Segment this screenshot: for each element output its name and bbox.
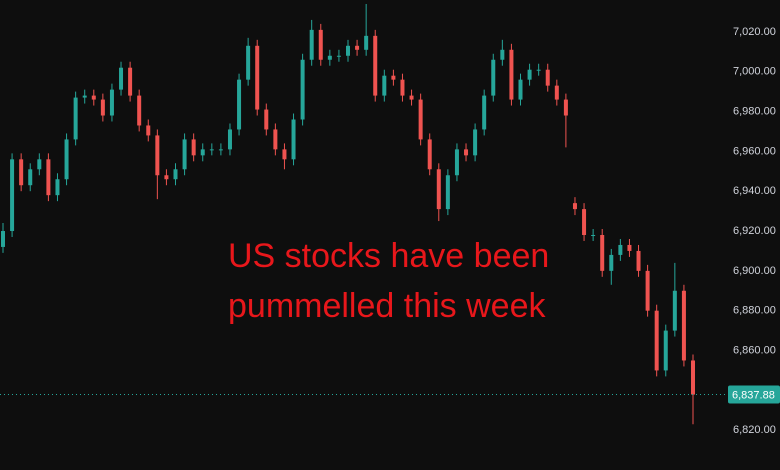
- candle-body: [473, 129, 478, 156]
- candle-body: [636, 250, 641, 271]
- candle-body: [672, 290, 677, 331]
- candle-body: [327, 55, 332, 60]
- candle-body: [409, 95, 414, 100]
- candle-body: [1, 231, 5, 247]
- candle-body: [246, 45, 251, 80]
- candle-body: [155, 135, 160, 176]
- candle-body: [527, 69, 532, 80]
- candle-body: [654, 310, 659, 371]
- candle-body: [554, 85, 559, 100]
- candle-body: [46, 159, 51, 196]
- candle-body: [454, 149, 459, 176]
- candle-body: [355, 45, 360, 50]
- candle-body: [255, 45, 260, 110]
- candle-body: [309, 29, 314, 60]
- y-tick-label: 7,020.00: [733, 26, 776, 38]
- candle-body: [518, 79, 523, 100]
- candle-body: [109, 89, 114, 116]
- candle-body: [364, 35, 369, 50]
- y-tick-label: 6,980.00: [733, 105, 776, 117]
- candle-body: [400, 79, 405, 96]
- candle-body: [600, 235, 605, 271]
- y-tick-label: 6,820.00: [733, 424, 776, 436]
- y-tick-label: 6,900.00: [733, 265, 776, 277]
- y-tick-label: 6,920.00: [733, 225, 776, 237]
- candle-body: [100, 99, 105, 116]
- candle-body: [182, 139, 187, 170]
- candle-body: [464, 149, 469, 156]
- candle-body: [563, 99, 568, 116]
- candle-body: [209, 149, 214, 151]
- candle-body: [146, 125, 151, 136]
- candle-body: [681, 290, 686, 361]
- candle-body: [445, 175, 450, 210]
- candle-body: [82, 95, 87, 98]
- candle-body: [91, 95, 96, 100]
- candle-body: [10, 159, 15, 232]
- last-price-label: 6,837.88: [732, 389, 775, 401]
- candle-body: [418, 99, 423, 140]
- candle-body: [218, 149, 223, 151]
- candle-body: [273, 129, 278, 150]
- candle-body: [582, 209, 587, 235]
- candle-body: [318, 29, 323, 60]
- candle-body: [436, 169, 441, 210]
- candle-body: [28, 169, 33, 186]
- candle-body: [482, 95, 487, 130]
- candle-body: [572, 203, 577, 210]
- candle-body: [164, 175, 169, 180]
- candle-body: [19, 159, 24, 186]
- candle-body: [119, 67, 124, 90]
- candle-body: [336, 55, 341, 57]
- candle-body: [591, 235, 596, 236]
- candle-body: [173, 169, 178, 180]
- candle-body: [227, 129, 232, 150]
- candle-body: [618, 244, 623, 255]
- annotation: pummelled this week: [228, 287, 546, 325]
- candle-body: [382, 75, 387, 96]
- candle-body: [663, 330, 668, 371]
- candle-body: [55, 179, 60, 196]
- candle-body: [237, 79, 242, 130]
- candle-body: [645, 270, 650, 311]
- candle-body: [500, 49, 505, 60]
- candle-body: [509, 49, 514, 100]
- last-price-box: [728, 385, 780, 404]
- candle-body: [37, 159, 42, 170]
- candle-body: [137, 95, 142, 126]
- candle-body: [373, 35, 378, 96]
- candle-body: [264, 109, 269, 130]
- candle-body: [536, 69, 541, 71]
- annotation: US stocks have been: [228, 237, 549, 275]
- candle-body: [282, 149, 287, 160]
- candle-body: [300, 59, 305, 120]
- candle-body: [491, 59, 496, 96]
- candle-body: [346, 45, 350, 56]
- candle-body: [691, 360, 695, 395]
- candle-body: [200, 149, 205, 156]
- candle-body: [128, 67, 133, 96]
- candle-body: [64, 139, 69, 180]
- candle-body: [391, 75, 396, 80]
- y-tick-label: 7,000.00: [733, 66, 776, 78]
- candle-body: [627, 244, 632, 251]
- candle-body: [191, 139, 196, 156]
- candle-body: [427, 139, 432, 170]
- candle-body: [73, 97, 78, 140]
- candle-body: [609, 254, 614, 271]
- y-tick-label: 6,880.00: [733, 305, 776, 317]
- y-tick-label: 6,940.00: [733, 185, 776, 197]
- y-tick-label: 6,860.00: [733, 344, 776, 356]
- candle-body: [291, 119, 296, 160]
- candle-body: [545, 69, 550, 86]
- y-tick-label: 6,960.00: [733, 145, 776, 157]
